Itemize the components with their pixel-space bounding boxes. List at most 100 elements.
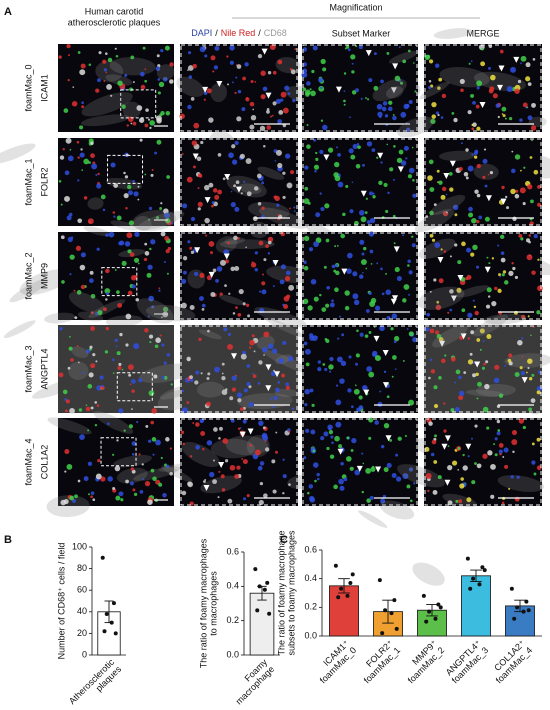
stain-speck	[440, 358, 446, 364]
stain-speck	[360, 259, 367, 266]
stain-speck	[398, 46, 401, 49]
stain-speck	[379, 390, 382, 393]
stain-speck	[537, 258, 540, 261]
stain-speck	[206, 88, 212, 94]
stain-speck	[180, 430, 185, 435]
stain-speck	[467, 110, 472, 115]
micrograph	[180, 317, 312, 414]
arrowhead	[356, 465, 363, 472]
row-label: foamMac_0	[23, 64, 33, 111]
image-frame	[302, 325, 418, 413]
stain-speck	[329, 370, 332, 373]
stain-speck	[250, 79, 254, 83]
stain-speck	[412, 179, 415, 182]
stain-speck	[151, 437, 157, 442]
row-label: foamMac_2	[23, 252, 33, 299]
stain-speck	[280, 91, 287, 98]
stain-speck	[479, 348, 482, 351]
stain-speck	[199, 46, 206, 53]
stain-speck	[227, 343, 234, 350]
stain-speck	[448, 171, 453, 176]
stain-speck	[149, 247, 152, 251]
stain-speck	[118, 408, 124, 414]
stain-speck	[309, 333, 314, 338]
stain-speck	[483, 148, 487, 151]
stain-speck	[374, 420, 379, 425]
stain-speck	[435, 111, 440, 115]
stain-speck	[229, 396, 234, 401]
stain-speck	[305, 362, 310, 367]
stain-speck	[496, 431, 501, 436]
stain-speck	[64, 170, 70, 176]
arrowhead	[450, 295, 457, 302]
stain-speck	[327, 424, 333, 430]
stain-speck	[278, 110, 284, 115]
arrowhead	[479, 102, 486, 109]
stain-speck	[328, 429, 334, 435]
stain-speck	[210, 55, 216, 61]
stain-speck	[181, 490, 187, 496]
stain-speck	[116, 351, 121, 356]
stain-speck	[128, 373, 132, 377]
stain-speck	[224, 259, 229, 264]
stain-speck	[527, 315, 530, 318]
stain-speck	[508, 353, 513, 358]
stain-speck	[449, 308, 453, 312]
y-tick-label: 40	[77, 606, 87, 616]
stain-speck	[69, 273, 72, 276]
stain-speck	[87, 384, 93, 389]
stain-speck	[264, 447, 270, 452]
stain-speck	[380, 444, 385, 449]
tissue-texture	[261, 349, 312, 374]
stain-speck	[170, 383, 173, 386]
stain-speck	[263, 258, 267, 262]
stain-speck	[308, 484, 314, 489]
column-header: atherosclerotic plaques	[68, 17, 161, 27]
stain-speck	[511, 430, 518, 436]
stain-speck	[359, 332, 364, 337]
stain-speck	[310, 278, 317, 285]
stain-speck	[257, 465, 263, 471]
stain-speck	[265, 244, 269, 248]
stain-speck	[89, 345, 93, 349]
stain-speck	[408, 270, 413, 275]
stain-speck	[284, 85, 290, 91]
marker-name: FOLR2	[39, 167, 49, 196]
stain-speck	[105, 298, 108, 301]
stain-speck	[125, 343, 129, 347]
stain-speck	[254, 268, 258, 272]
stain-speck	[467, 165, 474, 172]
data-point	[100, 555, 105, 560]
stain-speck	[150, 468, 155, 473]
stain-speck	[112, 372, 115, 374]
stain-speck	[138, 378, 143, 383]
stain-speck	[237, 89, 242, 94]
stain-speck	[365, 197, 369, 200]
stain-speck	[527, 115, 533, 121]
stain-speck	[471, 480, 476, 485]
stain-speck	[350, 449, 354, 452]
stain-speck	[239, 153, 245, 159]
stain-speck	[289, 207, 291, 210]
arrowhead	[444, 479, 451, 486]
stain-speck	[497, 288, 502, 293]
stain-speck	[139, 490, 144, 494]
stain-speck	[487, 450, 493, 456]
y-tick-label: 0.4	[304, 573, 317, 583]
stain-speck	[339, 485, 345, 491]
stain-speck	[288, 284, 295, 291]
row-label: ANGPTL4	[39, 348, 49, 389]
arrowhead	[484, 266, 491, 273]
stain-speck	[234, 474, 240, 479]
stain-speck	[220, 259, 226, 266]
stain-speck	[187, 69, 189, 71]
stain-speck	[212, 268, 217, 273]
image-frame	[180, 232, 298, 320]
stain-speck	[235, 306, 238, 309]
stain-speck	[274, 450, 279, 454]
arrowhead	[444, 435, 451, 442]
stain-speck	[490, 494, 495, 499]
stain-speck	[346, 268, 352, 274]
stain-speck	[506, 206, 510, 210]
stain-speck	[339, 378, 345, 384]
